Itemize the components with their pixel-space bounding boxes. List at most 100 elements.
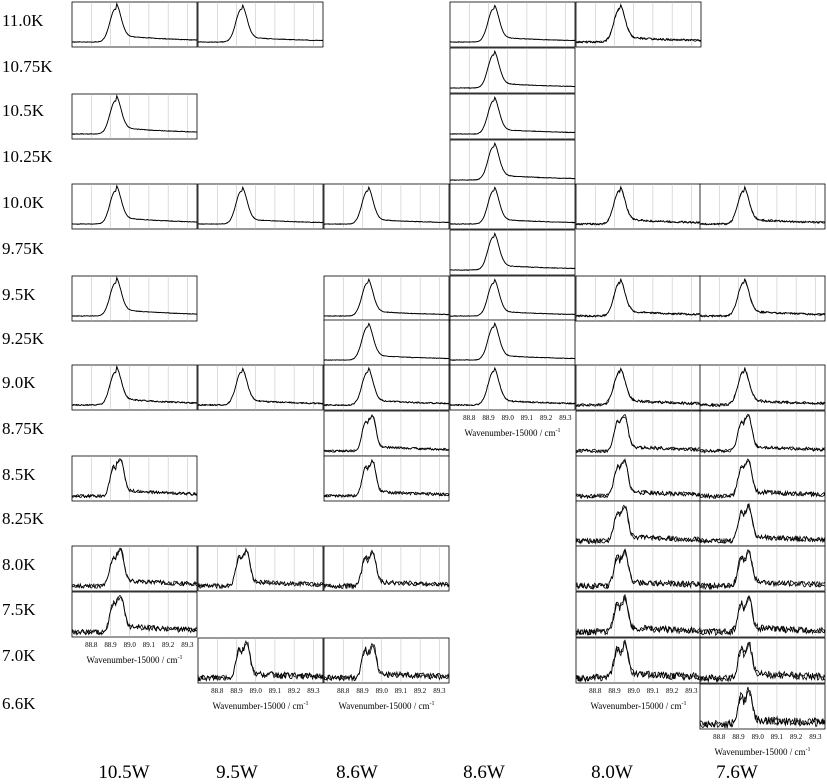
spectrum-trace (699, 413, 826, 453)
spectrum-trace (198, 3, 324, 43)
row-label: 10.75K (2, 57, 53, 76)
spectrum-panel (699, 275, 826, 322)
spectrum-panel (699, 410, 826, 457)
row-label: 9.0K (2, 373, 36, 392)
panel-frame (323, 455, 450, 502)
spectrum-panel (575, 410, 702, 457)
column-label: 9.5W (216, 762, 258, 783)
x-axis-label-superscript: -1 (304, 701, 309, 707)
panel-frame (449, 1, 576, 48)
column-label: 10.5W (98, 762, 149, 783)
spectrum-panel (323, 455, 450, 502)
spectrum-trace (323, 415, 450, 453)
spectrum-panel (323, 319, 450, 366)
spectrum-trace (575, 639, 702, 683)
spectrum-panel (197, 1, 324, 48)
x-tick-label: 89.0 (628, 687, 641, 695)
x-tick-label: 88.9 (608, 687, 621, 695)
x-tick-label: 89.1 (269, 687, 282, 695)
panel-frame (323, 275, 450, 322)
panel-frame (71, 275, 198, 322)
x-tick-label: 89.2 (414, 687, 427, 695)
spectrum-trace (699, 185, 826, 226)
spectrum-trace (449, 366, 576, 407)
x-tick-label: 89.0 (250, 687, 263, 695)
panel-frame (699, 500, 826, 547)
panel-frame (71, 1, 198, 48)
panel-frame (323, 183, 450, 230)
spectrum-trace (699, 549, 826, 591)
spectrum-panel (449, 139, 576, 186)
panel-frame (71, 93, 198, 140)
x-tick-label: 88.8 (589, 687, 602, 695)
spectrum-trace (323, 185, 450, 225)
x-tick-label: 89.2 (666, 687, 679, 695)
spectrum-panel: 88.8 88.9 89.0 89.1 89.2 89.3 Wavenumber-15000… (575, 637, 702, 711)
x-tick-label: 89.1 (647, 687, 660, 695)
spectrum-trace (324, 277, 450, 317)
panel-frame (323, 364, 450, 411)
spectrum-trace (699, 368, 826, 408)
x-axis-label: Wavenumber-15000 / cm-1 (338, 701, 434, 711)
x-tick-label: 89.0 (502, 414, 515, 422)
panel-frame (449, 275, 576, 322)
spectrum-panel (323, 364, 450, 411)
x-axis-label-superscript: -1 (806, 747, 811, 753)
panel-frame (575, 183, 702, 230)
spectrum-trace (71, 547, 198, 589)
spectrum-trace (699, 686, 826, 729)
row-label: 8.5K (2, 465, 36, 484)
x-tick-label: 89.0 (752, 733, 765, 741)
spectrum-trace (197, 366, 324, 407)
spectrum-trace (575, 5, 702, 44)
panel-frame (449, 139, 576, 186)
spectrum-panel (699, 637, 826, 684)
spectrum-panel (449, 319, 576, 366)
spectrum-trace (71, 2, 197, 43)
spectrum-trace (449, 232, 576, 271)
spectrum-panel: 88.8 88.9 89.0 89.1 89.2 89.3 Wavenumber-15000… (197, 637, 324, 711)
spectrum-trace (699, 595, 826, 636)
row-label: 8.0K (2, 555, 36, 574)
x-tick-label: 89.1 (143, 641, 156, 649)
row-label: 8.25K (2, 509, 45, 528)
spectrum-trace (71, 366, 198, 407)
spectrum-panel (71, 455, 198, 502)
spectrum-trace (323, 368, 450, 407)
spectrum-trace (575, 594, 702, 636)
spectrum-trace (323, 322, 450, 361)
x-tick-label: 88.8 (211, 687, 224, 695)
spectrum-trace (699, 642, 826, 683)
x-tick-label: 89.3 (559, 414, 572, 422)
x-tick-label: 89.3 (307, 687, 320, 695)
x-tick-label: 89.0 (124, 641, 137, 649)
panel-frame (71, 183, 198, 230)
x-tick-label: 89.3 (181, 641, 194, 649)
spectrum-trace (575, 367, 702, 407)
x-tick-label: 89.2 (162, 641, 175, 649)
spectrum-panel (699, 591, 826, 638)
spectrum-trace (699, 278, 826, 318)
spectrum-trace (575, 278, 702, 318)
spectrum-panel (575, 1, 702, 48)
spectrum-panel (323, 545, 450, 592)
spectrum-trace (575, 505, 702, 545)
spectrum-panel (575, 500, 702, 547)
spectrum-trace (197, 186, 324, 225)
spectrum-trace (449, 4, 576, 43)
row-label: 8.75K (2, 419, 45, 438)
column-label: 8.0W (591, 762, 633, 783)
x-tick-label: 88.8 (463, 414, 476, 422)
column-label: 7.6W (716, 762, 758, 783)
spectrum-trace (575, 186, 701, 226)
spectrum-panel (71, 1, 198, 48)
spectrum-panel (699, 455, 826, 502)
column-label: 8.6W (336, 762, 378, 783)
x-tick-label: 88.9 (732, 733, 745, 741)
spectrum-panel (449, 229, 576, 276)
panel-frame (323, 410, 450, 457)
x-tick-label: 89.1 (771, 733, 784, 741)
spectrum-panel (699, 545, 826, 592)
panel-frame (71, 364, 198, 411)
x-axis-label: Wavenumber-15000 / cm-1 (590, 701, 686, 711)
